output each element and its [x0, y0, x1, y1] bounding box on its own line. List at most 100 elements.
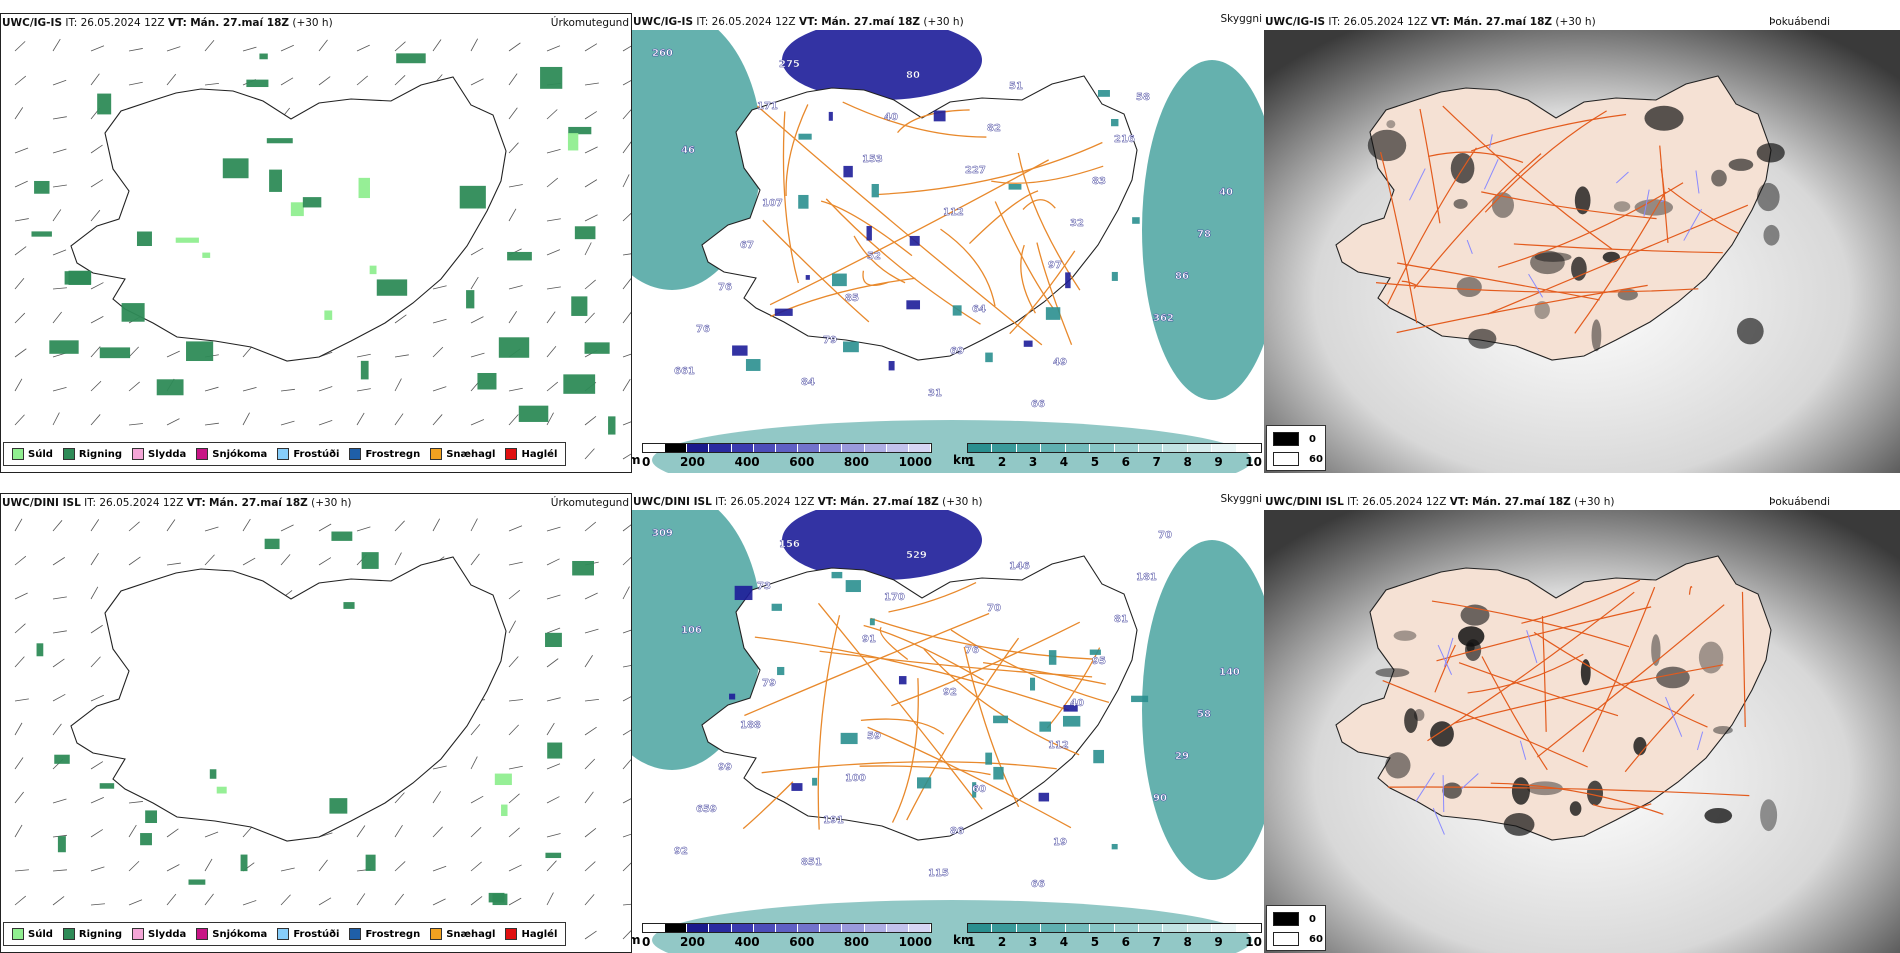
- scale-tick: 8: [1183, 455, 1192, 469]
- legend-swatch: [132, 928, 145, 940]
- patch: [1030, 677, 1036, 691]
- road: [1574, 191, 1666, 334]
- precip-cell: [396, 53, 426, 64]
- patch: [1430, 721, 1454, 747]
- patch: [1586, 780, 1604, 806]
- scale-step: [1065, 444, 1091, 452]
- precip-cell: [507, 251, 532, 261]
- cloud-base-label: 84: [801, 377, 815, 388]
- wind-barb: [622, 421, 631, 426]
- precip-legend: Súld Rigning Slydda Snjókoma Frostúði Frostre…: [3, 442, 567, 466]
- scale-step: [709, 924, 732, 932]
- road: [1434, 644, 1456, 693]
- road: [1431, 600, 1630, 648]
- patch: [888, 361, 895, 371]
- road: [1396, 284, 1648, 334]
- patch: [1591, 319, 1602, 352]
- precip-cell: [360, 360, 369, 380]
- cloud-legend-label: 60: [1309, 933, 1323, 945]
- cloud-base-label: 67: [740, 240, 754, 251]
- precip-map[interactable]: [1, 511, 631, 952]
- precip-cell: [175, 237, 199, 243]
- precip-legend: Súld Rigning Slydda Snjókoma Frostúði Frostre…: [3, 922, 567, 946]
- cloud-base-label: 181: [1136, 572, 1157, 583]
- cloud-map[interactable]: [1264, 30, 1900, 473]
- height-scale: 0 200 400 600 800 1000 m: [632, 923, 932, 949]
- wind-barb: [90, 866, 105, 872]
- precip-cell: [501, 804, 508, 817]
- visibility-map[interactable]: 309 73 91 92 112 90 92 156 170 76 40 29 659 851 529 70 9…: [632, 510, 1264, 953]
- wind-barb: [546, 627, 561, 634]
- patch: [1386, 120, 1396, 129]
- wind-barb: [584, 214, 598, 222]
- wind-barb: [128, 860, 140, 872]
- wind-barb: [318, 557, 332, 566]
- wind-barb: [52, 148, 67, 154]
- fog-area: [652, 420, 1252, 473]
- scale-step: [1187, 924, 1213, 932]
- precip-cell: [466, 290, 475, 309]
- road: [870, 617, 1094, 660]
- wind-barb: [584, 592, 598, 600]
- panel-name: Úrkomutegund: [550, 497, 629, 509]
- wind-barb: [90, 624, 103, 634]
- road: [877, 141, 1103, 196]
- river: [1443, 637, 1454, 668]
- scale-bar: [967, 443, 1262, 453]
- wind-barb: [508, 699, 523, 702]
- patch: [1728, 158, 1754, 171]
- road: [1427, 591, 1635, 742]
- cloud-base-label: 112: [1048, 740, 1069, 751]
- cloud-base-label: 171: [757, 101, 778, 112]
- wind-barb: [166, 73, 177, 86]
- scale-step: [731, 444, 754, 452]
- cloud-map[interactable]: [1264, 510, 1900, 953]
- wind-barb: [508, 387, 523, 392]
- wind-barb: [204, 858, 213, 872]
- wind-barb: [508, 589, 521, 600]
- river: [1432, 807, 1445, 835]
- river: [1665, 696, 1683, 737]
- wind-barb: [318, 76, 331, 86]
- cloud-base-label: 46: [681, 145, 695, 156]
- road: [1541, 616, 1547, 732]
- cloud-base-label: 73: [757, 581, 771, 592]
- precip-cell: [302, 197, 322, 208]
- cloud-legend: 0 60: [1266, 425, 1326, 471]
- wind-barb: [584, 827, 597, 838]
- cloud-base-label: 97: [1048, 260, 1062, 271]
- wind-barb: [470, 316, 484, 324]
- patch: [1097, 90, 1110, 97]
- wind-barb: [242, 826, 253, 838]
- wind-barb: [356, 412, 365, 426]
- wind-barb: [432, 898, 446, 906]
- precip-map[interactable]: [1, 31, 631, 472]
- precip-cell: [216, 786, 227, 794]
- scale-step: [1163, 444, 1188, 452]
- patch: [729, 693, 736, 700]
- wind-barb: [546, 558, 560, 566]
- wind-barb: [584, 43, 598, 52]
- scale-bar: [642, 443, 932, 453]
- wind-barb: [280, 44, 294, 52]
- wind-barb: [90, 796, 104, 804]
- road: [1386, 147, 1477, 305]
- wind-barb: [52, 869, 67, 872]
- precip-cell: [563, 374, 596, 394]
- road: [940, 228, 996, 307]
- precip-map-svg: [14, 518, 631, 940]
- road: [1688, 585, 1693, 595]
- legend-swatch: [430, 928, 443, 940]
- wind-barb: [584, 726, 597, 736]
- scale-step: [968, 924, 993, 932]
- river: [1696, 731, 1704, 751]
- wind-barb: [394, 354, 409, 358]
- wind-barb: [394, 824, 403, 838]
- cloud-base-label: 188: [740, 720, 761, 731]
- wind-barb: [14, 869, 29, 872]
- wind-barb: [52, 630, 67, 634]
- scale-step: [1114, 924, 1139, 932]
- wind-barb: [14, 555, 27, 566]
- visibility-map[interactable]: 260 171 153 112 97 362 661 275 40 227 32 86 76 84 80 82…: [632, 30, 1264, 473]
- scale-tick: 6: [1121, 935, 1130, 949]
